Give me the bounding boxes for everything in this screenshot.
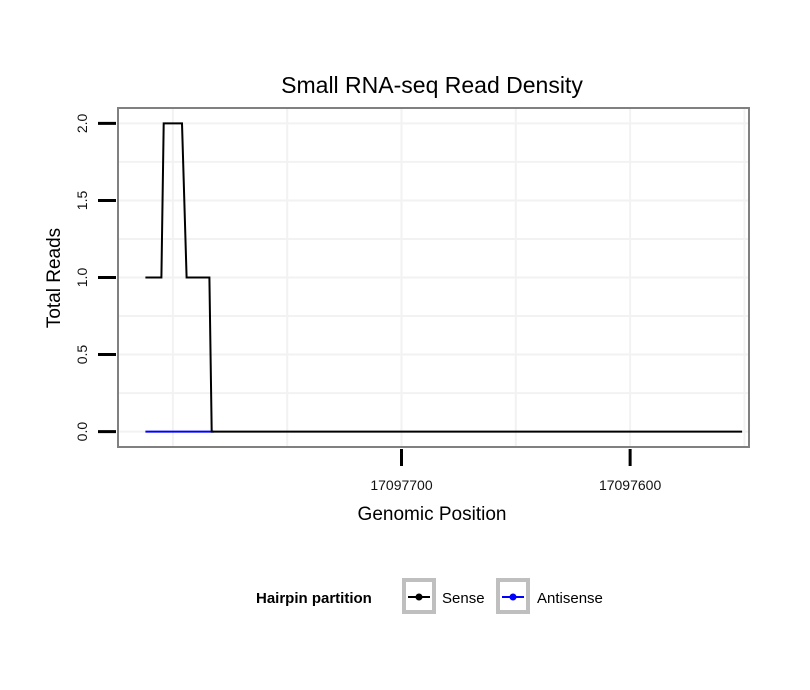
grid-lines	[118, 108, 749, 447]
chart-title: Small RNA-seq Read Density	[281, 72, 583, 98]
x-tick-label: 17097700	[370, 477, 433, 493]
y-tick-label: 0.0	[74, 422, 90, 442]
legend-label-antisense: Antisense	[537, 590, 603, 607]
y-tick-label: 2.0	[74, 113, 90, 133]
legend-label-sense: Sense	[442, 590, 485, 607]
x-axis-ticks: 17097700 17097600	[370, 449, 661, 493]
legend-title: Hairpin partition	[256, 590, 372, 607]
y-axis-ticks: 0.0 0.5 1.0 1.5 2.0	[74, 113, 116, 441]
legend: Hairpin partition Sense Antisense	[256, 578, 603, 614]
x-axis-title: Genomic Position	[358, 504, 507, 525]
series-line-sense	[145, 122, 743, 433]
series-layer	[145, 122, 743, 433]
y-tick-label: 1.5	[74, 191, 90, 211]
legend-swatch-dot-antisense	[509, 593, 517, 601]
y-tick-label: 0.5	[74, 345, 90, 365]
legend-item-sense: Sense	[402, 578, 485, 614]
x-tick-label: 17097600	[599, 477, 662, 493]
legend-item-antisense: Antisense	[496, 578, 603, 614]
legend-swatch-dot-sense	[415, 593, 423, 601]
y-tick-label: 1.0	[74, 268, 90, 288]
plot-panel-border	[117, 107, 750, 448]
y-axis-title: Total Reads	[44, 228, 65, 328]
